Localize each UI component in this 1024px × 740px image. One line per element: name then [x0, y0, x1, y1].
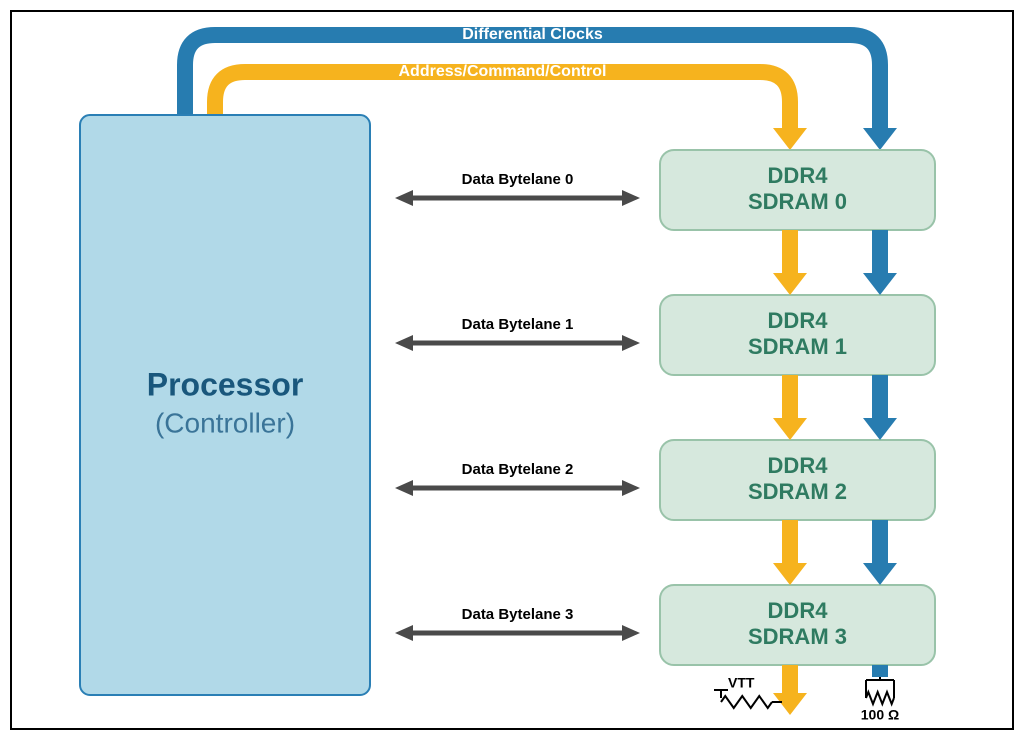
- bytelane-arrow-0: [395, 190, 640, 206]
- sdram-3-line1: DDR4: [768, 598, 829, 623]
- varrow-blue-0: [863, 230, 897, 295]
- processor-block: [80, 115, 370, 695]
- sdram-0-line1: DDR4: [768, 163, 829, 188]
- sdram-1-line2: SDRAM 1: [748, 334, 847, 359]
- bytelane-label-3: Data Bytelane 3: [462, 606, 574, 623]
- sdram-3-line2: SDRAM 3: [748, 624, 847, 649]
- sdram-1-line1: DDR4: [768, 308, 829, 333]
- term-ohm-label: 100 Ω: [861, 707, 899, 723]
- bytelane-label-0: Data Bytelane 0: [462, 171, 574, 188]
- bytelane-label-1: Data Bytelane 1: [462, 316, 574, 333]
- varrow-yellow-0: [773, 230, 807, 295]
- label-diff-clocks: Differential Clocks: [462, 26, 603, 43]
- diagram-svg: Differential Clocks Address/Command/Contr…: [0, 0, 1024, 740]
- varrow-yellow-2: [773, 520, 807, 585]
- sdram-2-line2: SDRAM 2: [748, 479, 847, 504]
- bytelane-label-2: Data Bytelane 2: [462, 461, 574, 478]
- processor-title: Processor: [147, 366, 304, 402]
- bytelane-arrow-2: [395, 480, 640, 496]
- term-vtt-label: VTT: [728, 675, 755, 691]
- varrow-yellow-3: [773, 665, 807, 715]
- resistor-zigzag: [866, 692, 894, 704]
- varrow-blue-2: [863, 520, 897, 585]
- resistor-zigzag: [721, 696, 772, 708]
- varrow-blue-1: [863, 375, 897, 440]
- bytelane-arrow-3: [395, 625, 640, 641]
- sdram-2-line1: DDR4: [768, 453, 829, 478]
- processor-subtitle: (Controller): [155, 407, 295, 438]
- sdram-0-line2: SDRAM 0: [748, 189, 847, 214]
- bus-blue-head: [863, 127, 897, 150]
- bus-yellow-head: [773, 127, 807, 150]
- bytelane-arrow-1: [395, 335, 640, 351]
- varrow-yellow-1: [773, 375, 807, 440]
- label-addr-cmd: Address/Command/Control: [398, 63, 606, 80]
- diagram-canvas: Differential Clocks Address/Command/Contr…: [0, 0, 1024, 740]
